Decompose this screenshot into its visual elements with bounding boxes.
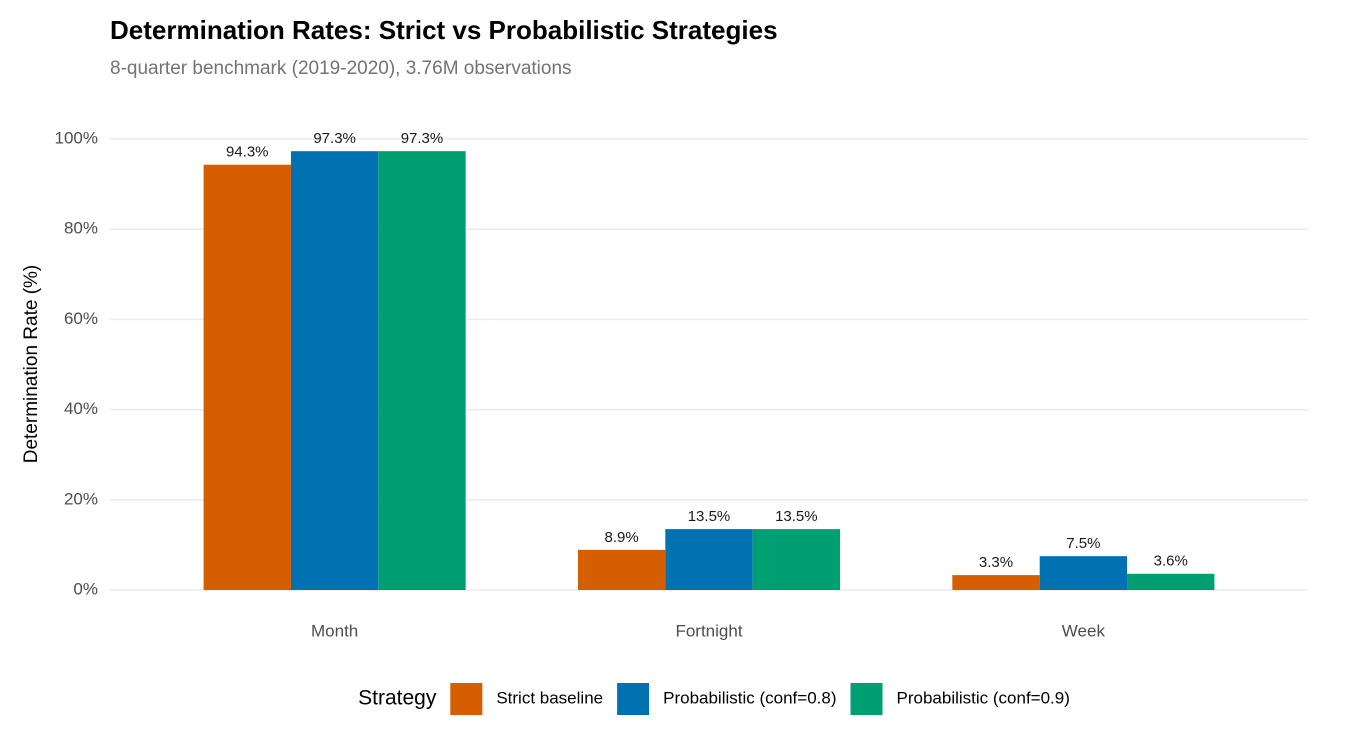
y-tick-label: 40% [64,399,98,418]
bar [203,164,291,590]
chart-title: Determination Rates: Strict vs Probabili… [110,15,778,45]
bar [290,151,379,590]
data-label: 94.3% [226,144,269,161]
y-tick-label: 0% [73,579,98,598]
data-label: 3.3% [979,554,1013,571]
x-tick-label: Fortnight [675,621,742,640]
y-axis-title: Determination Rate (%) [21,265,42,464]
data-label: 13.5% [775,508,818,525]
bar [752,529,841,590]
bar [665,529,753,590]
data-label: 97.3% [401,130,444,147]
x-tick-label: Week [1062,621,1106,640]
legend-label: Probabilistic (conf=0.9) [897,688,1070,707]
y-tick-label: 20% [64,489,98,508]
data-label: 8.9% [605,529,639,546]
legend-label: Probabilistic (conf=0.8) [663,688,836,707]
y-tick-label: 80% [64,219,98,238]
legend-title: Strategy [358,687,437,710]
legend: Strategy Strict baseline Probabilistic (co… [358,683,1070,715]
chart-subtitle: 8-quarter benchmark (2019-2020), 3.76M o… [110,58,572,79]
data-label: 13.5% [688,508,731,525]
data-label: 3.6% [1154,553,1188,570]
bar [378,151,466,590]
legend-key [617,683,650,715]
data-label: 97.3% [313,130,356,147]
legend-key [850,683,883,715]
legend-key [450,683,483,715]
bar [1039,556,1128,590]
data-label: 7.5% [1066,535,1100,552]
bar [952,575,1040,590]
y-tick-label: 100% [55,128,98,147]
y-tick-label: 60% [64,309,98,328]
bar [1127,573,1215,590]
legend-label: Strict baseline [496,688,603,707]
x-tick-label: Month [311,621,358,640]
bar [577,549,666,590]
